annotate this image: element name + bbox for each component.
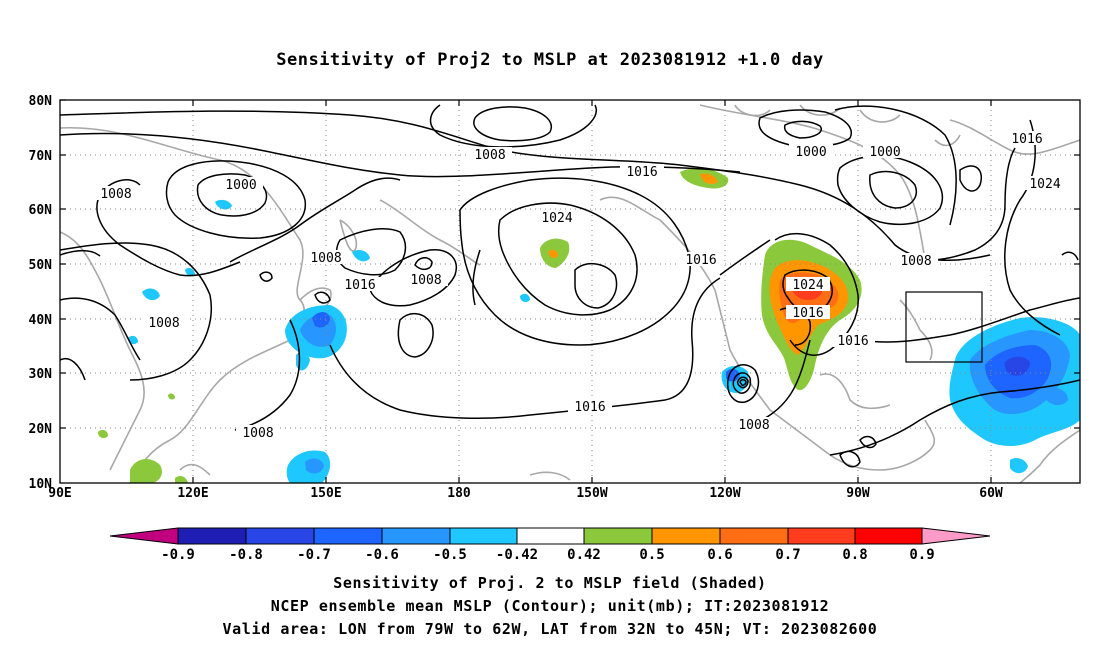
contour-label: 1016 [685, 253, 716, 268]
colorbar-label: -0.5 [433, 547, 467, 563]
contour-label: 1008 [474, 148, 505, 163]
colorbar-label: -0.7 [297, 547, 331, 563]
map-title: Sensitivity of Proj2 to MSLP at 20230819… [276, 50, 824, 70]
colorbar-label: 0.42 [567, 547, 601, 563]
contour-label: 1024 [792, 278, 823, 293]
contour-label: 1016 [344, 278, 375, 293]
contour-label: 1000 [795, 145, 826, 160]
lon-label: 180 [447, 486, 471, 501]
colorbar-left-arrow [110, 528, 178, 544]
contour-label: 1024 [541, 211, 572, 226]
lat-label: 60N [29, 203, 53, 218]
latitude-labels: 80N 70N 60N 50N 40N 30N 20N 10N [29, 94, 53, 492]
colorbar-swatch [517, 528, 584, 544]
colorbar-swatch [652, 528, 720, 544]
colorbar-swatch [584, 528, 652, 544]
colorbar-swatch [314, 528, 382, 544]
contour-label: 1008 [410, 273, 441, 288]
contour-label: 1016 [574, 400, 605, 415]
colorbar-label: 0.8 [842, 547, 867, 563]
colorbar-swatch [382, 528, 450, 544]
contour-label: 1008 [900, 254, 931, 269]
contour-label: 1024 [1029, 177, 1060, 192]
lat-label: 30N [29, 367, 53, 382]
colorbar-swatch [178, 528, 246, 544]
lat-label: 50N [29, 258, 53, 273]
lon-label: 150W [576, 486, 607, 501]
contour-label: 1008 [100, 187, 131, 202]
lon-label: 60W [979, 486, 1003, 501]
lon-label: 120E [177, 486, 208, 501]
lat-label: 20N [29, 422, 53, 437]
lon-label: 90E [48, 486, 71, 501]
contour-label: 1016 [1011, 132, 1042, 147]
contour-label: 1016 [837, 334, 868, 349]
contour-label: 1008 [310, 251, 341, 266]
contour-label: 1008 [242, 426, 273, 441]
colorbar: -0.9 -0.8 -0.7 -0.6 -0.5 -0.42 0.42 0.5 … [109, 527, 991, 563]
coastlines [60, 104, 1080, 483]
colorbar-label: 0.7 [775, 547, 800, 563]
lat-label: 80N [29, 94, 53, 109]
lat-label: 70N [29, 149, 53, 164]
contour-label: 1008 [738, 418, 769, 433]
colorbar-swatch [246, 528, 314, 544]
valid-area-box [905, 291, 983, 363]
footer-line-2: NCEP ensemble mean MSLP (Contour); unit(… [270, 597, 830, 615]
contour-labels: 1008 1000 1008 1008 1008 1016 1008 1008 … [94, 131, 1067, 441]
colorbar-label: -0.8 [229, 547, 263, 563]
footer-line-1: Sensitivity of Proj. 2 to MSLP field (Sh… [333, 574, 767, 592]
contour-label: 1000 [225, 178, 256, 193]
colorbar-swatch [855, 528, 922, 544]
colorbar-label: -0.6 [365, 547, 399, 563]
lon-label: 90W [846, 486, 870, 501]
lat-label: 40N [29, 313, 53, 328]
map-frame [59, 99, 1081, 484]
colorbar-label: -0.42 [496, 547, 538, 563]
colorbar-swatch [788, 528, 855, 544]
lat-label: 10N [29, 477, 53, 492]
contour-label: 1016 [792, 306, 823, 321]
colorbar-right-arrow [922, 528, 990, 544]
colorbar-label: 0.5 [639, 547, 664, 563]
lon-label: 150E [310, 486, 341, 501]
contour-label: 1008 [148, 316, 179, 331]
footer-line-3: Valid area: LON from 79W to 62W, LAT fro… [222, 620, 878, 638]
colorbar-label: -0.9 [161, 547, 195, 563]
colorbar-swatch [720, 528, 788, 544]
colorbar-swatch [450, 528, 517, 544]
contour-label: 1016 [626, 165, 657, 180]
colorbar-label: 0.6 [707, 547, 732, 563]
longitude-labels: 90E 120E 150E 180 150W 120W 90W 60W [48, 486, 1003, 501]
colorbar-label: 0.9 [909, 547, 934, 563]
lon-label: 120W [709, 486, 740, 501]
axis-ticks [60, 99, 1080, 483]
contour-label: 1000 [869, 145, 900, 160]
